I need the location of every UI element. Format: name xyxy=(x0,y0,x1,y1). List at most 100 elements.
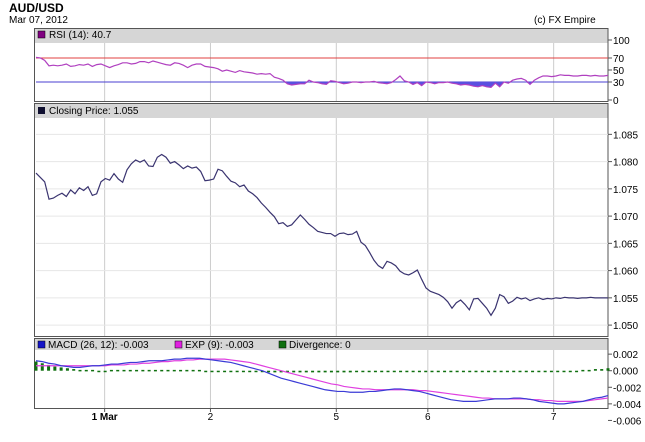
rsi-ytick-label: 0 xyxy=(613,96,619,107)
price-panel-header xyxy=(34,103,608,118)
divergence-bar xyxy=(273,370,277,373)
divergence-bar xyxy=(254,370,258,373)
divergence-bar xyxy=(323,370,327,373)
divergence-bar xyxy=(443,370,447,373)
price-ytick-label: 1.055 xyxy=(613,294,638,305)
divergence-bar xyxy=(531,370,535,373)
divergence-bar xyxy=(160,369,164,372)
macd-ytick-label: 0.000 xyxy=(613,367,638,378)
divergence-bar xyxy=(122,369,126,372)
divergence-bar xyxy=(109,369,113,372)
price-ytick-label: 1.060 xyxy=(613,267,638,278)
divergence-bar xyxy=(47,364,51,371)
divergence-bar xyxy=(487,370,491,373)
divergence-bar xyxy=(235,370,239,373)
divergence-bar xyxy=(593,369,597,371)
divergence-bar xyxy=(436,370,440,373)
divergence-bar xyxy=(411,370,415,373)
price-ytick-label: 1.075 xyxy=(613,185,638,196)
macd-ytick-label: -0.004 xyxy=(613,400,642,411)
macd-legend-swatch-0 xyxy=(37,340,46,349)
price-panel-frame xyxy=(34,103,609,337)
divergence-bar xyxy=(600,369,604,371)
divergence-bar xyxy=(97,370,101,373)
chart-credit: (c) FX Empire xyxy=(534,15,596,26)
price-ytick-label: 1.050 xyxy=(613,321,638,332)
divergence-bar xyxy=(91,369,95,372)
divergence-bar xyxy=(72,369,76,371)
divergence-bar xyxy=(556,370,560,373)
divergence-bar xyxy=(543,370,547,373)
divergence-bar xyxy=(116,369,120,372)
divergence-bar xyxy=(241,370,245,373)
divergence-bar xyxy=(518,370,522,373)
divergence-bar xyxy=(468,370,472,373)
macd-line xyxy=(35,357,609,405)
macd-legend-label-0: MACD (26, 12): -0.003 xyxy=(48,340,149,351)
divergence-bar xyxy=(361,370,365,373)
divergence-bar xyxy=(285,370,289,373)
rsi-ytick-label: 50 xyxy=(613,66,625,77)
divergence-bar xyxy=(172,369,176,372)
price-legend-swatch xyxy=(38,107,45,114)
divergence-bar xyxy=(229,370,233,373)
divergence-bar xyxy=(292,370,296,373)
divergence-bar xyxy=(304,370,308,373)
divergence-bar xyxy=(166,369,170,372)
rsi-panel-header xyxy=(34,28,608,43)
x-tick-label: 7 xyxy=(551,412,557,423)
divergence-bar xyxy=(141,369,145,372)
rsi-ytick-label: 70 xyxy=(613,54,625,65)
divergence-bar xyxy=(512,370,516,373)
divergence-bar xyxy=(311,370,315,373)
rsi-panel-frame xyxy=(34,28,609,102)
divergence-bar xyxy=(568,370,572,373)
x-tick-label: 6 xyxy=(425,412,431,423)
divergence-bar xyxy=(537,370,541,373)
macd-legend-label-2: Divergence: 0 xyxy=(289,340,351,351)
divergence-bar xyxy=(575,370,579,373)
divergence-bar xyxy=(197,369,201,372)
divergence-bar xyxy=(216,370,220,373)
divergence-bar xyxy=(103,370,107,373)
divergence-bar xyxy=(84,369,88,372)
divergence-bar xyxy=(386,370,390,373)
divergence-bar xyxy=(185,369,189,372)
divergence-bar xyxy=(78,369,82,372)
divergence-bar xyxy=(248,370,252,373)
divergence-bar xyxy=(59,367,63,371)
divergence-bar xyxy=(373,370,377,373)
divergence-bar xyxy=(493,370,497,373)
divergence-bar xyxy=(53,366,57,371)
divergence-bar xyxy=(40,363,44,371)
divergence-bar xyxy=(223,370,227,373)
rsi-ytick-label: 100 xyxy=(613,36,630,47)
macd-legend-swatch-1 xyxy=(174,340,183,349)
rsi-legend-label: RSI (14): 40.7 xyxy=(49,30,112,41)
exp-line xyxy=(36,358,609,402)
macd-ytick-label: 0.002 xyxy=(613,350,638,361)
divergence-bar xyxy=(329,370,333,373)
divergence-bar xyxy=(65,368,69,371)
rsi-ytick-label: 30 xyxy=(613,78,625,89)
divergence-bar xyxy=(562,370,566,373)
divergence-bar xyxy=(210,370,214,373)
rsi-oversold-fill xyxy=(36,82,608,88)
divergence-bar xyxy=(317,370,321,373)
divergence-bar xyxy=(399,370,403,373)
divergence-bar xyxy=(430,370,434,373)
divergence-bar xyxy=(260,370,264,373)
divergence-bar xyxy=(392,370,396,373)
chart-title: AUD/USD xyxy=(9,1,64,15)
divergence-bar xyxy=(474,370,478,373)
price-ytick-label: 1.085 xyxy=(613,130,638,141)
divergence-bar xyxy=(405,370,409,373)
divergence-bar xyxy=(179,369,183,372)
divergence-bar xyxy=(549,370,553,373)
rsi-line xyxy=(35,56,609,89)
divergence-bar xyxy=(505,370,509,373)
divergence-bar xyxy=(480,370,484,373)
x-tick-label: 2 xyxy=(208,412,214,423)
divergence-bar xyxy=(267,370,271,373)
